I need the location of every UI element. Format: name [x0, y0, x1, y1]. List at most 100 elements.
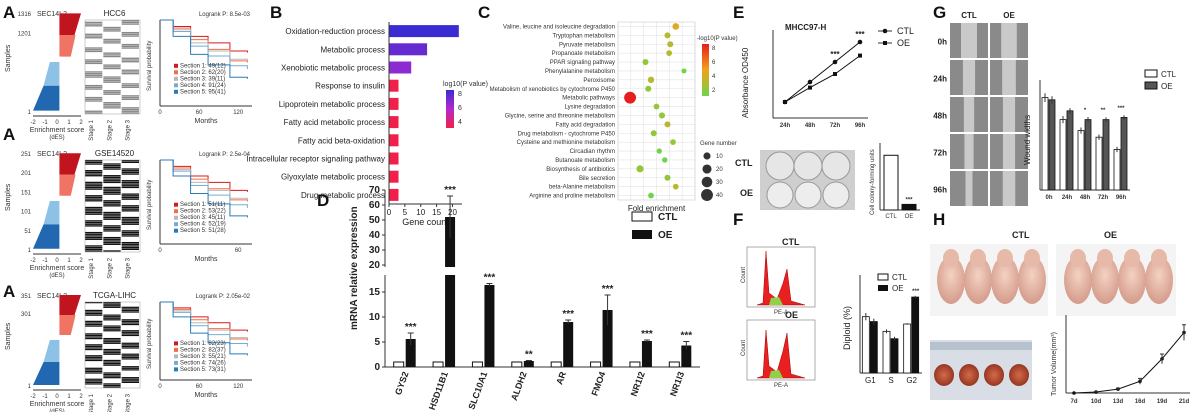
- a-enrichment-section-4: [43, 340, 60, 362]
- a-heatmap-cell: [121, 366, 139, 368]
- c-point: [648, 192, 654, 199]
- colony-well-oe1: [766, 181, 794, 209]
- g-bar-ctl: [1077, 130, 1085, 191]
- a-heatmap-cell: [103, 193, 121, 195]
- d-y-tick: 50: [369, 215, 381, 226]
- a-km-x-tick: 0: [158, 384, 162, 390]
- a-heatmap-frame: [84, 19, 141, 115]
- a-heatmap-cell: [103, 339, 121, 341]
- a-heatmap-cell: [85, 369, 103, 371]
- c-point: [650, 130, 657, 137]
- a-km-x-tick: 60: [196, 110, 203, 116]
- a-heatmap: [85, 20, 139, 114]
- a-heatmap-cell: [85, 333, 103, 335]
- e-title: MHCC97-H: [785, 23, 827, 32]
- a-heatmap-cell: [121, 344, 139, 346]
- a-heatmap-cell: [103, 316, 121, 318]
- b-x-tick: 10: [416, 208, 425, 217]
- b-legend-tick: 8: [458, 91, 462, 98]
- a-heatmap: [85, 302, 139, 388]
- a-km-legend-swatch: [174, 347, 178, 352]
- a-heatmap-cell: [85, 223, 103, 225]
- d-sig-label: ***: [641, 329, 653, 340]
- a-enrichment-section-4: [43, 62, 60, 86]
- c-point: [664, 174, 671, 181]
- a-heatmap-cell: [121, 323, 139, 326]
- a-samples-tick: 151: [21, 190, 32, 196]
- h-mouse: [937, 256, 965, 304]
- a-samples-tick: 1201: [18, 32, 32, 38]
- d-category-label: ALDH2: [509, 370, 529, 402]
- e-point-oe: [858, 53, 862, 58]
- a-heatmap-cell: [121, 183, 139, 185]
- c-category-label: Arginine and proline metabolism: [529, 194, 615, 200]
- e-point-oe: [808, 85, 812, 90]
- panel-g: CTL OE 0h 24h 48h 72h 96h Wound widths 0h 24h 48h *…: [933, 11, 1177, 206]
- d-bar-oe-upper: [445, 217, 456, 267]
- a-heatmap-cell: [121, 170, 139, 172]
- a-km-legend-swatch: [174, 83, 178, 88]
- a-heatmap-cell: [85, 170, 103, 172]
- a-samples-tick: 301: [21, 312, 32, 318]
- a-samples-ylabel: Samples: [5, 322, 12, 350]
- a-heatmap-cell: [103, 91, 121, 94]
- c-point: [656, 148, 662, 154]
- h-mouse: [1091, 256, 1119, 304]
- h-x-tick: 21d: [1179, 399, 1190, 405]
- c-point: [647, 76, 655, 84]
- c-size-tick: 30: [716, 180, 723, 186]
- a-heatmap-cell: [85, 334, 103, 337]
- a-km-x-tick: 120: [233, 110, 244, 116]
- a-heatmap-cell: [85, 100, 103, 102]
- a-heatmap-cell: [121, 241, 139, 244]
- a-heatmap-cell: [121, 342, 139, 344]
- a-heatmap-cell: [85, 112, 103, 114]
- e-row-ctl: CTL: [735, 158, 753, 168]
- a-x-tick: 2: [79, 394, 83, 400]
- h-mouse-head: [1070, 249, 1086, 267]
- b-category-label: Intracellular receptor signaling pathway: [246, 155, 385, 164]
- a-heatmap-cell: [121, 43, 139, 46]
- c-size-swatch: [701, 176, 713, 188]
- a-heatmap-cell: [85, 380, 103, 382]
- a-heatmap-cell: [103, 386, 121, 388]
- a-km-legend-item: Section 5: 73(31): [180, 367, 226, 373]
- a-heatmap-cell: [103, 230, 121, 232]
- c-point: [667, 41, 674, 48]
- e-colony-x-tick: OE: [905, 214, 914, 220]
- a-heatmap-cell: [103, 341, 121, 343]
- a-heatmap-cell: [103, 178, 121, 180]
- a-heatmap-cell: [85, 356, 103, 358]
- a-heatmap-cell: [103, 40, 121, 42]
- a-samples-ylabel: Samples: [5, 44, 12, 72]
- a-heatmap-cell: [121, 171, 139, 174]
- a-enrichment-section-3: [59, 335, 62, 340]
- a-heatmap-cell: [103, 175, 121, 177]
- c-legend-bar: [702, 44, 709, 96]
- a-heatmap-cell: [103, 348, 121, 351]
- a-heatmap-cell: [121, 112, 139, 114]
- d-category-label: SLC10A1: [466, 370, 489, 411]
- a-heatmap-cell: [85, 347, 103, 349]
- h-tumor: [959, 364, 979, 386]
- d-bar-oe: [681, 345, 692, 367]
- a-heatmap-cell: [103, 228, 121, 230]
- a-heatmap-cell: [121, 61, 139, 63]
- a-heatmap-cell: [121, 84, 139, 87]
- b-x-tick: 15: [432, 208, 441, 217]
- a-heatmap-cell: [121, 33, 139, 36]
- c-category-label: Fatty acid degradation: [556, 122, 615, 128]
- a-heatmap-cell: [103, 350, 121, 352]
- a-heatmap-cell: [103, 67, 121, 70]
- h-y-label: Tumor Volume(mm³): [1051, 332, 1058, 396]
- e-point-oe: [783, 100, 787, 104]
- a-heatmap-cell: [85, 72, 103, 75]
- h-mouse: [1118, 256, 1146, 304]
- e-x-tick: 48h: [805, 123, 816, 129]
- c-category-label: beta-Alanine metabolism: [549, 185, 615, 191]
- h-mouse-head: [997, 249, 1013, 267]
- a-km-x-tick: 0: [158, 248, 162, 254]
- g-bar-ctl: [1059, 119, 1067, 191]
- a-heatmap-cell: [103, 93, 121, 95]
